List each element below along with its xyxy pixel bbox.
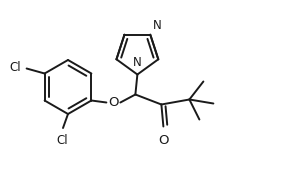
Text: Cl: Cl	[56, 134, 68, 147]
Text: N: N	[133, 56, 142, 70]
Text: Cl: Cl	[9, 61, 21, 74]
Text: O: O	[108, 96, 119, 109]
Text: N: N	[153, 19, 162, 32]
Text: O: O	[158, 133, 169, 147]
